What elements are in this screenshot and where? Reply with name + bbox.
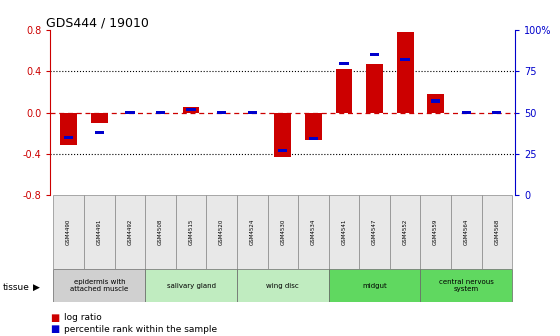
Text: GSM4547: GSM4547 xyxy=(372,219,377,245)
Text: GSM4520: GSM4520 xyxy=(219,219,224,245)
Text: percentile rank within the sample: percentile rank within the sample xyxy=(64,325,217,334)
Bar xyxy=(156,111,165,114)
Bar xyxy=(176,195,206,269)
Text: GDS444 / 19010: GDS444 / 19010 xyxy=(46,16,148,29)
Text: GSM4515: GSM4515 xyxy=(189,219,194,245)
Text: GSM4491: GSM4491 xyxy=(97,219,102,245)
Bar xyxy=(186,108,195,111)
Text: GSM4552: GSM4552 xyxy=(403,219,408,245)
Bar xyxy=(145,269,237,302)
Bar xyxy=(421,195,451,269)
Text: GSM4559: GSM4559 xyxy=(433,219,438,245)
Text: midgut: midgut xyxy=(362,283,387,289)
Bar xyxy=(53,269,145,302)
Bar xyxy=(84,195,115,269)
Text: GSM4541: GSM4541 xyxy=(342,219,347,245)
Bar xyxy=(53,195,84,269)
Bar xyxy=(390,195,421,269)
Text: ■: ■ xyxy=(50,324,60,334)
Text: GSM4490: GSM4490 xyxy=(66,219,71,245)
Bar xyxy=(421,269,512,302)
Bar xyxy=(115,195,145,269)
Bar xyxy=(248,111,257,114)
Bar xyxy=(335,69,352,113)
Bar xyxy=(95,131,104,134)
Bar xyxy=(91,113,108,123)
Bar xyxy=(145,195,176,269)
Text: GSM4568: GSM4568 xyxy=(494,219,500,245)
Bar xyxy=(427,94,444,113)
Bar xyxy=(274,113,291,157)
Bar xyxy=(329,195,360,269)
Text: GSM4564: GSM4564 xyxy=(464,219,469,245)
Bar xyxy=(451,195,482,269)
Text: GSM4508: GSM4508 xyxy=(158,219,163,245)
Bar xyxy=(183,108,199,113)
Text: central nervous
system: central nervous system xyxy=(439,279,494,292)
Bar xyxy=(237,195,268,269)
Bar xyxy=(278,149,287,152)
Bar xyxy=(400,58,410,61)
Text: ■: ■ xyxy=(50,312,60,323)
Text: tissue: tissue xyxy=(3,283,30,292)
Bar xyxy=(431,99,440,102)
Bar xyxy=(206,195,237,269)
Bar xyxy=(309,137,318,140)
Text: ▶: ▶ xyxy=(32,283,39,292)
Bar xyxy=(268,195,298,269)
Bar xyxy=(396,32,413,113)
Text: GSM4534: GSM4534 xyxy=(311,219,316,245)
Bar xyxy=(305,113,322,140)
Text: log ratio: log ratio xyxy=(64,313,102,322)
Bar xyxy=(482,195,512,269)
Text: GSM4524: GSM4524 xyxy=(250,219,255,245)
Text: epidermis with
attached muscle: epidermis with attached muscle xyxy=(70,279,128,292)
Bar xyxy=(64,136,73,139)
Bar xyxy=(461,111,471,114)
Bar xyxy=(125,111,134,114)
Text: GSM4530: GSM4530 xyxy=(281,219,285,245)
Text: wing disc: wing disc xyxy=(267,283,299,289)
Bar xyxy=(492,111,501,114)
Bar xyxy=(217,111,226,114)
Text: GSM4492: GSM4492 xyxy=(128,219,132,245)
Bar xyxy=(360,195,390,269)
Bar xyxy=(329,269,421,302)
Text: salivary gland: salivary gland xyxy=(166,283,216,289)
Bar xyxy=(237,269,329,302)
Bar xyxy=(366,64,383,113)
Bar xyxy=(298,195,329,269)
Bar xyxy=(339,61,348,65)
Bar xyxy=(60,113,77,145)
Bar xyxy=(370,53,379,56)
